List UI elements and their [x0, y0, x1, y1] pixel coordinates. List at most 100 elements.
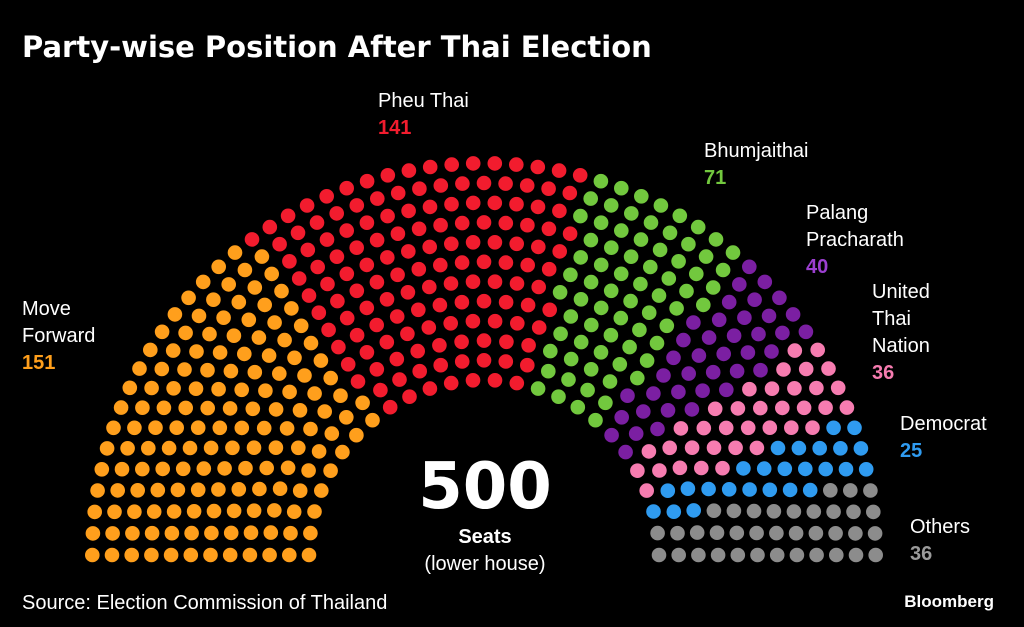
seat-pheu-thai — [552, 244, 567, 259]
seat-pheu-thai — [272, 236, 287, 252]
seat-move-forward — [104, 547, 120, 563]
seat-move-forward — [144, 525, 160, 541]
seat-pheu-thai — [390, 185, 406, 201]
seat-united-thai-nation — [749, 440, 765, 456]
seat-move-forward — [246, 503, 262, 518]
seat-move-forward — [267, 503, 282, 518]
seat-others — [769, 525, 784, 541]
seat-palang-pracharath — [681, 366, 696, 381]
seat-move-forward — [127, 420, 142, 436]
seat-others — [726, 503, 742, 519]
seat-pheu-thai — [465, 235, 481, 250]
seat-pheu-thai — [521, 338, 536, 353]
seat-move-forward — [144, 547, 159, 563]
seat-pheu-thai — [319, 189, 335, 204]
seat-bhumjaithai — [570, 399, 586, 415]
seat-others — [710, 547, 726, 563]
seat-pheu-thai — [476, 254, 492, 270]
seat-bhumjaithai — [681, 236, 696, 252]
seat-move-forward — [272, 366, 287, 381]
seat-bhumjaithai — [623, 249, 639, 264]
seat-democrat — [802, 482, 818, 498]
seat-bhumjaithai — [573, 292, 589, 307]
seat-pheu-thai — [542, 302, 557, 318]
seat-move-forward — [261, 348, 277, 363]
seat-others — [671, 547, 686, 563]
seat-pheu-thai — [498, 176, 513, 191]
seat-palang-pracharath — [729, 363, 745, 379]
legend-name-line: Others — [910, 516, 971, 538]
seat-pheu-thai — [380, 208, 395, 224]
seat-pheu-thai — [498, 354, 514, 369]
seat-move-forward — [283, 525, 298, 541]
seat-pheu-thai — [320, 276, 335, 292]
seat-pheu-thai — [390, 226, 406, 241]
seat-move-forward — [231, 482, 247, 497]
seat-palang-pracharath — [772, 290, 787, 306]
seat-pheu-thai — [359, 257, 375, 273]
seat-pheu-thai — [444, 236, 459, 252]
seat-pheu-thai — [339, 223, 355, 238]
seat-pheu-thai — [339, 310, 355, 326]
seat-others — [766, 504, 782, 519]
seat-united-thai-nation — [718, 420, 734, 436]
seat-pheu-thai — [369, 274, 385, 290]
seat-pheu-thai — [519, 178, 535, 193]
seat-pheu-thai — [509, 196, 524, 212]
seat-move-forward — [221, 277, 236, 292]
seat-move-forward — [165, 343, 181, 358]
seat-move-forward — [311, 444, 327, 459]
seat-move-forward — [297, 368, 312, 383]
seat-bhumjaithai — [593, 300, 609, 316]
seat-palang-pracharath — [764, 344, 779, 359]
seat-others — [788, 525, 804, 541]
seat-bhumjaithai — [653, 198, 669, 213]
seat-democrat — [762, 482, 778, 498]
seat-palang-pracharath — [761, 308, 777, 324]
seat-move-forward — [225, 440, 240, 456]
seat-move-forward — [247, 364, 263, 380]
seat-democrat — [858, 462, 874, 477]
seat-pheu-thai — [309, 215, 325, 230]
seat-bhumjaithai — [633, 276, 648, 292]
seat-pheu-thai — [373, 382, 388, 398]
source-note: Source: Election Commission of Thailand — [22, 592, 388, 614]
seat-pheu-thai — [301, 288, 317, 303]
seat-pheu-thai — [499, 334, 514, 350]
seat-others — [826, 504, 841, 519]
seat-bhumjaithai — [661, 271, 677, 286]
seat-united-thai-nation — [839, 400, 855, 415]
chart-title: Party-wise Position After Thai Election — [22, 30, 652, 64]
seat-others — [730, 547, 746, 563]
seat-move-forward — [237, 346, 252, 362]
seat-democrat — [838, 461, 854, 477]
seat-move-forward — [268, 440, 284, 456]
seat-pheu-thai — [379, 334, 395, 350]
seat-move-forward — [211, 482, 226, 497]
seat-move-forward — [234, 420, 250, 436]
seat-move-forward — [156, 400, 172, 416]
seat-pheu-thai — [541, 261, 557, 277]
seat-bhumjaithai — [622, 339, 637, 355]
legend-value: 141 — [378, 117, 412, 139]
seat-pheu-thai — [359, 215, 375, 230]
seat-others — [670, 525, 685, 541]
seat-move-forward — [189, 344, 204, 359]
seat-pheu-thai — [454, 294, 470, 310]
seat-pheu-thai — [411, 302, 426, 318]
seat-democrat — [680, 481, 696, 497]
seat-pheu-thai — [531, 279, 546, 295]
seat-others — [848, 547, 864, 563]
seat-palang-pracharath — [686, 315, 701, 330]
seat-bhumjaithai — [563, 351, 579, 367]
seat-move-forward — [164, 525, 180, 541]
seat-move-forward — [254, 249, 270, 264]
seat-pheu-thai — [541, 221, 557, 237]
seat-pheu-thai — [392, 372, 407, 387]
seat-pheu-thai — [382, 399, 398, 415]
seat-move-forward — [90, 483, 105, 498]
seat-palang-pracharath — [676, 332, 691, 348]
seat-move-forward — [222, 401, 238, 416]
seat-bhumjaithai — [603, 327, 619, 343]
legend-name-line: Pheu Thai — [378, 90, 469, 112]
